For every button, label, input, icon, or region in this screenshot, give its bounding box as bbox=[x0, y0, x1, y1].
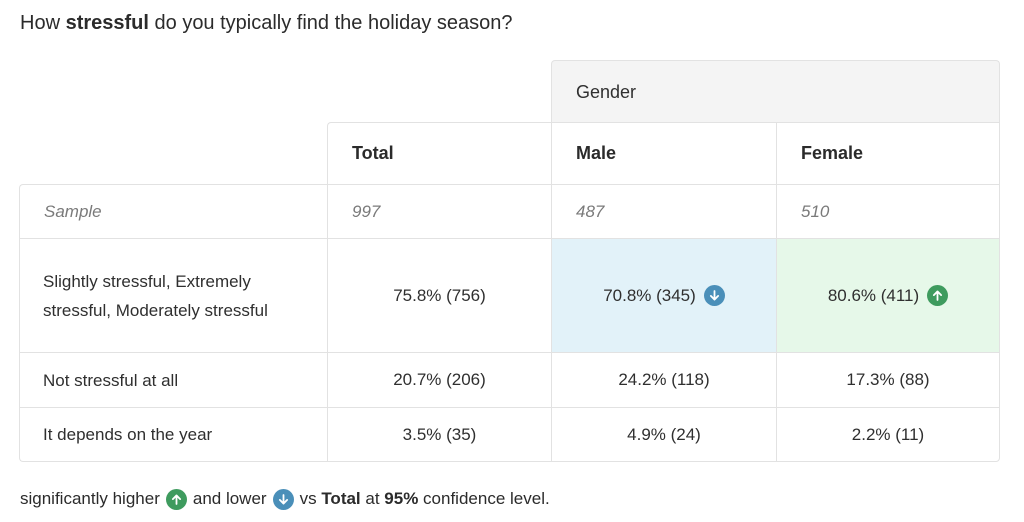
row-label-depends-text: It depends on the year bbox=[43, 425, 213, 444]
column-header-male-label: Male bbox=[576, 143, 617, 163]
value-stressful-total: 75.8% (756) bbox=[393, 285, 486, 305]
value-not-stressful-total: 20.7% (206) bbox=[393, 370, 486, 389]
cell-stressful-male: 70.8% (345) bbox=[551, 238, 776, 352]
value-not-stressful-female: 17.3% (88) bbox=[846, 370, 930, 389]
sample-female: 510 bbox=[776, 184, 1000, 238]
cell-depends-male: 4.9% (24) bbox=[551, 407, 776, 462]
legend-at-text: at bbox=[360, 489, 385, 508]
value-stressful-female: 80.6% (411) bbox=[827, 285, 920, 305]
question-suffix: do you typically find the holiday season… bbox=[148, 12, 513, 34]
sample-female-value: 510 bbox=[801, 201, 830, 221]
value-stressful-male: 70.8% (345) bbox=[603, 285, 696, 305]
value-not-stressful-male: 24.2% (118) bbox=[618, 370, 710, 389]
legend-confidence-value: 95% bbox=[384, 489, 419, 508]
legend-vs-text: vs bbox=[299, 489, 322, 508]
legend-higher-text: significantly higher bbox=[20, 489, 160, 508]
column-header-female: Female bbox=[776, 122, 1000, 184]
column-header-total: Total bbox=[327, 122, 551, 184]
legend-lower-text: and lower bbox=[192, 489, 267, 508]
row-label-depends: It depends on the year bbox=[19, 407, 327, 462]
question-title: How stressful do you typically find the … bbox=[20, 9, 513, 37]
cell-stressful-female: 80.6% (411) bbox=[776, 238, 1000, 352]
sample-label-text: Sample bbox=[44, 201, 102, 221]
arrow-down-icon bbox=[272, 488, 294, 510]
group-header-gender: Gender bbox=[551, 60, 1000, 123]
sample-male-value: 487 bbox=[576, 201, 605, 221]
cell-depends-female: 2.2% (11) bbox=[776, 407, 1000, 462]
row-label-stressful: Slightly stressful, Extremely stressful,… bbox=[19, 238, 327, 352]
arrow-down-icon bbox=[703, 285, 725, 306]
legend-total-word: Total bbox=[321, 489, 361, 508]
value-depends-total: 3.5% (35) bbox=[402, 424, 477, 444]
sample-total: 997 bbox=[327, 184, 551, 238]
question-prefix: How bbox=[20, 12, 66, 34]
arrow-up-icon bbox=[165, 488, 187, 510]
sample-total-value: 997 bbox=[352, 201, 381, 221]
cell-not-stressful-total: 20.7% (206) bbox=[327, 352, 551, 407]
cell-not-stressful-female: 17.3% (88) bbox=[776, 352, 1000, 407]
sample-row-label: Sample bbox=[19, 184, 327, 238]
value-depends-female: 2.2% (11) bbox=[851, 424, 925, 444]
legend-confidence-text: confidence level. bbox=[418, 489, 550, 508]
group-header-label: Gender bbox=[576, 81, 637, 102]
column-header-female-label: Female bbox=[801, 143, 864, 163]
row-label-not-stressful-text: Not stressful at all bbox=[43, 370, 179, 390]
arrow-up-icon bbox=[927, 285, 949, 306]
column-header-total-label: Total bbox=[352, 143, 394, 163]
sample-male: 487 bbox=[551, 184, 776, 238]
row-label-not-stressful: Not stressful at all bbox=[19, 352, 327, 407]
row-label-stressful-text: Slightly stressful, Extremely stressful,… bbox=[43, 271, 268, 320]
cell-not-stressful-male: 24.2% (118) bbox=[551, 352, 776, 407]
column-header-male: Male bbox=[551, 122, 776, 184]
cell-depends-total: 3.5% (35) bbox=[327, 407, 551, 462]
significance-legend: significantly higher and lower vs Total at… bbox=[20, 486, 550, 512]
value-depends-male: 4.9% (24) bbox=[627, 424, 701, 444]
question-emphasis: stressful bbox=[65, 12, 149, 34]
cell-stressful-total: 75.8% (756) bbox=[327, 238, 551, 352]
